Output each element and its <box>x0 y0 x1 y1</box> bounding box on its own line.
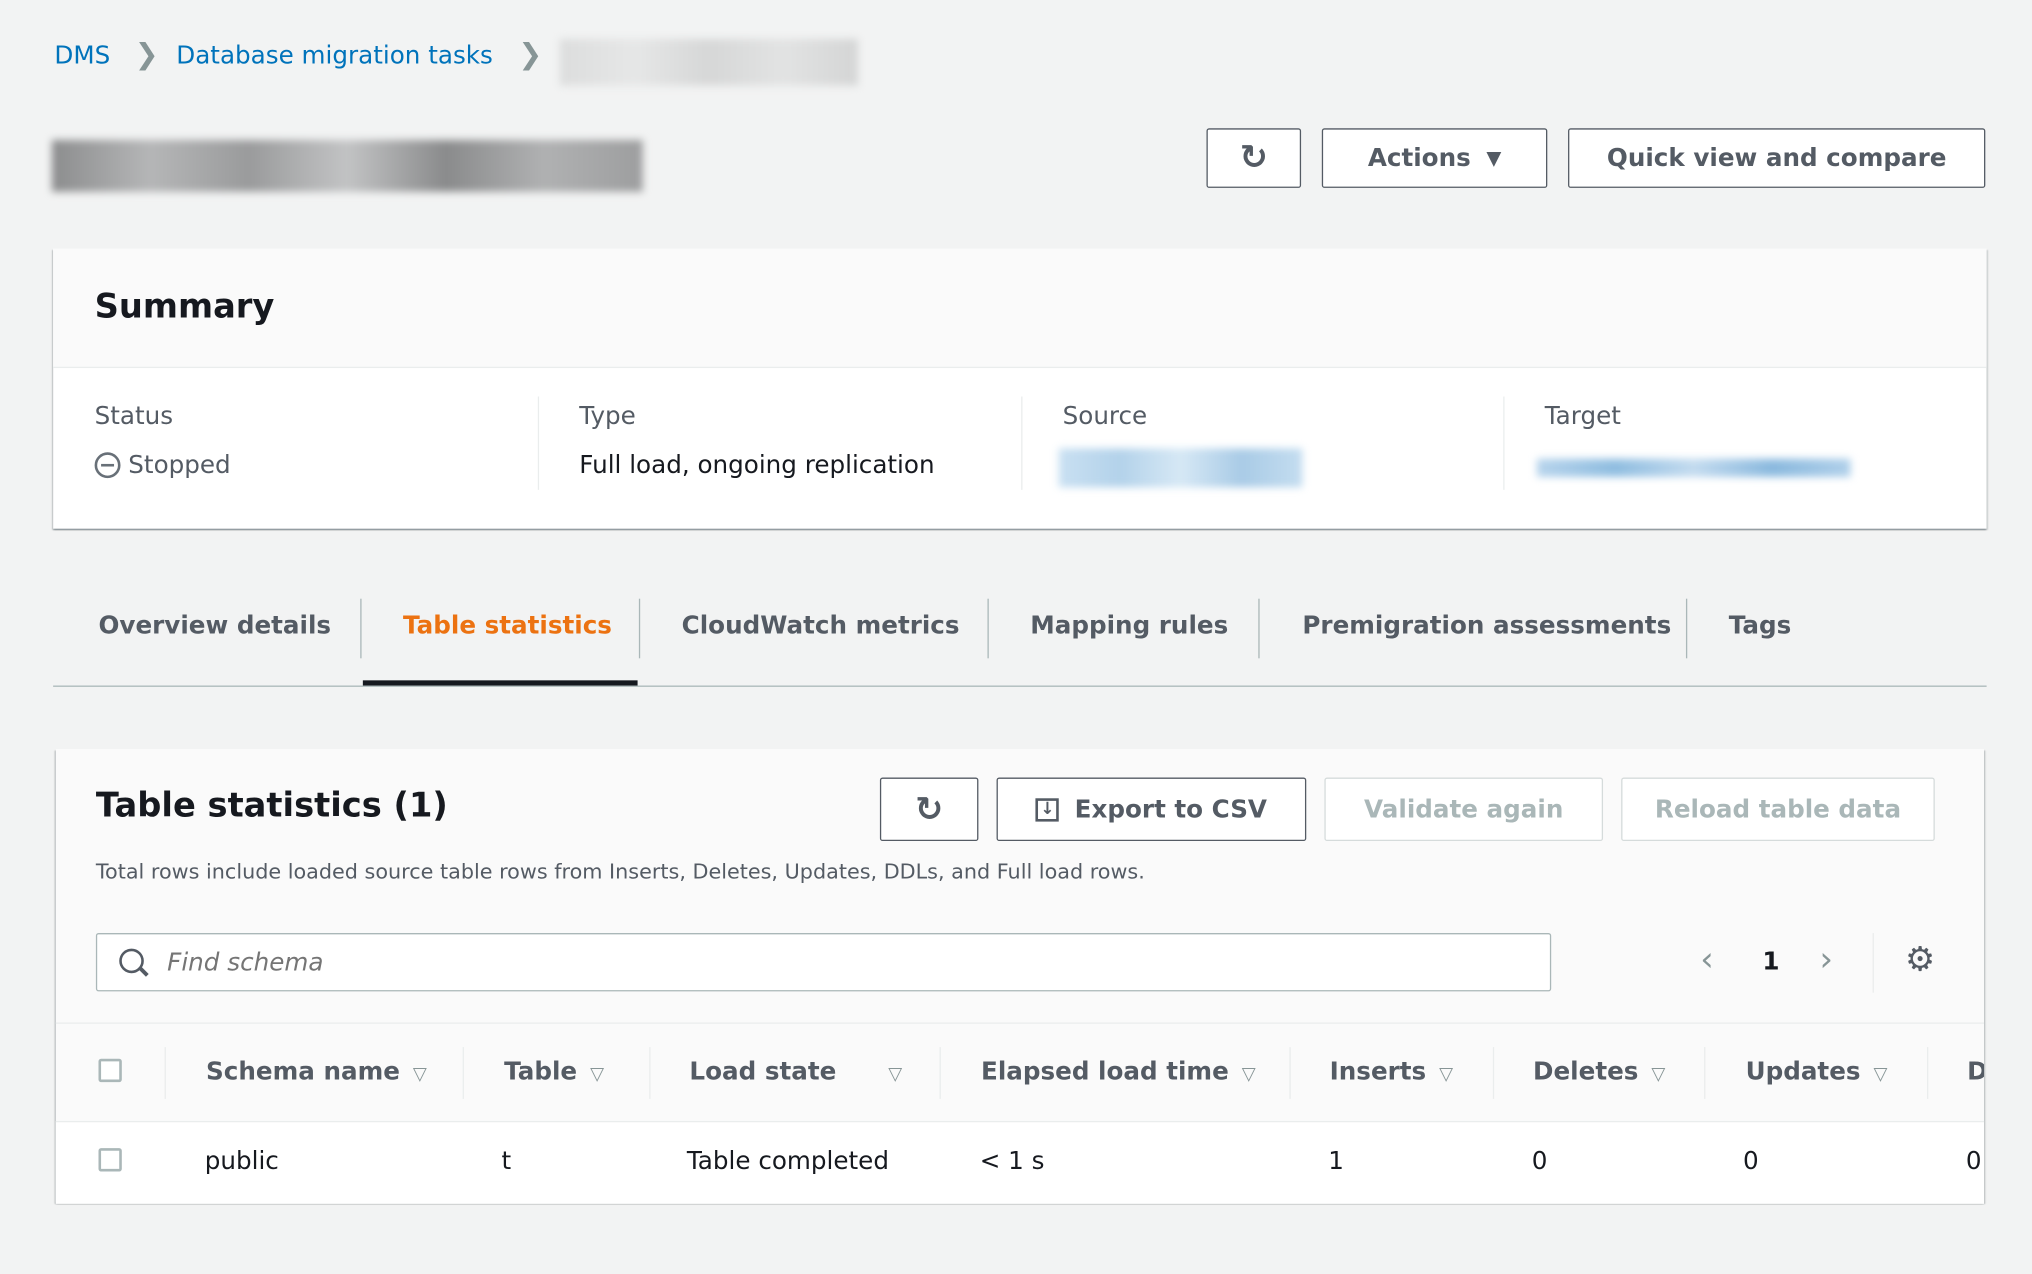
search-input[interactable] <box>164 946 1466 978</box>
actions-label: Actions <box>1367 143 1471 173</box>
breadcrumb-dms[interactable]: DMS <box>54 41 111 70</box>
current-page[interactable]: 1 <box>1762 947 1780 976</box>
tab-mapping-rules[interactable]: Mapping rules <box>1030 611 1229 641</box>
cell-elapsed-load-time: < 1 s <box>979 1146 1045 1176</box>
clipped-columns: D 0 <box>1927 1024 1984 1203</box>
table-description: Total rows include loaded source table r… <box>95 859 1145 884</box>
redacted-target-link[interactable] <box>1536 458 1851 477</box>
tab-premigration-assessments[interactable]: Premigration assessments <box>1302 611 1672 641</box>
column-header-deletes[interactable]: Deletes ▽ <box>1533 1057 1666 1086</box>
chevron-right-icon: ❯ <box>134 38 159 72</box>
quick-view-compare-button[interactable]: Quick view and compare <box>1568 128 1986 188</box>
column-header-ddls[interactable]: D <box>1967 1057 1984 1086</box>
search-icon <box>118 947 149 978</box>
summary-title: Summary <box>94 287 275 327</box>
refresh-button[interactable]: ↻ <box>1206 128 1302 188</box>
validate-again-button[interactable]: Validate again <box>1324 777 1604 842</box>
column-header-schema-name[interactable]: Schema name ▽ <box>206 1057 427 1086</box>
next-page-button[interactable]: › <box>1819 940 1833 980</box>
chevron-right-icon: ❯ <box>518 38 543 72</box>
redacted-page-title <box>51 139 643 192</box>
tab-overview-details[interactable]: Overview details <box>98 611 332 641</box>
column-header-load-state[interactable]: Load state ▽ <box>689 1057 903 1086</box>
export-csv-button[interactable]: ↓ Export to CSV <box>996 777 1307 842</box>
column-header-elapsed-load-time[interactable]: Elapsed load time ▽ <box>980 1057 1256 1086</box>
cell-inserts: 1 <box>1328 1146 1344 1176</box>
previous-page-button[interactable]: ‹ <box>1700 940 1714 980</box>
tab-tags[interactable]: Tags <box>1728 611 1792 641</box>
sort-icon: ▽ <box>1439 1063 1454 1085</box>
sort-icon: ▽ <box>412 1063 427 1085</box>
settings-gear-icon[interactable]: ⚙ <box>1904 940 1936 980</box>
row-checkbox[interactable] <box>98 1148 122 1172</box>
status-label: Status <box>94 401 174 431</box>
status-value: Stopped <box>128 450 231 480</box>
redacted-source-link[interactable] <box>1058 448 1303 488</box>
active-tab-indicator <box>362 680 638 686</box>
type-value: Full load, ongoing replication <box>579 450 935 480</box>
table-refresh-button[interactable]: ↻ <box>879 777 979 842</box>
sort-icon: ▽ <box>1873 1063 1888 1085</box>
export-csv-label: Export to CSV <box>1074 795 1268 824</box>
actions-button[interactable]: Actions ▼ <box>1321 128 1548 188</box>
table-statistics-title: Table statistics (1) <box>95 786 448 826</box>
column-header-table[interactable]: Table ▽ <box>504 1057 605 1086</box>
select-all-checkbox[interactable] <box>98 1058 122 1083</box>
column-header-inserts[interactable]: Inserts ▽ <box>1329 1057 1454 1086</box>
status-badge: Stopped <box>94 450 231 480</box>
redacted-breadcrumb <box>559 38 858 86</box>
breadcrumb-migration-tasks[interactable]: Database migration tasks <box>176 41 493 70</box>
tab-cloudwatch-metrics[interactable]: CloudWatch metrics <box>681 611 960 641</box>
target-label: Target <box>1544 401 1621 431</box>
cell-ddls: 0 <box>1965 1146 1982 1176</box>
cell-load-state: Table completed <box>686 1146 889 1176</box>
sort-icon: ▽ <box>1651 1063 1666 1085</box>
cell-updates: 0 <box>1742 1146 1759 1176</box>
caret-down-icon: ▼ <box>1486 146 1502 170</box>
column-header-updates[interactable]: Updates ▽ <box>1745 1057 1888 1086</box>
download-icon: ↓ <box>1035 797 1060 821</box>
cell-deletes: 0 <box>1531 1146 1548 1176</box>
refresh-icon: ↻ <box>1239 138 1268 178</box>
tab-table-statistics[interactable]: Table statistics <box>403 611 612 641</box>
stopped-icon <box>94 452 121 479</box>
search-field[interactable] <box>95 933 1552 992</box>
type-label: Type <box>579 401 636 431</box>
reload-table-data-button[interactable]: Reload table data <box>1621 777 1935 842</box>
sort-icon: ▽ <box>1241 1063 1256 1085</box>
cell-table: t <box>501 1146 512 1176</box>
refresh-icon: ↻ <box>915 789 944 829</box>
sort-icon: ▽ <box>590 1063 605 1085</box>
sort-icon: ▽ <box>888 1063 903 1085</box>
summary-card: Summary Status Stopped Type Full load, o… <box>53 248 1987 529</box>
cell-schema-name: public <box>204 1146 279 1176</box>
source-label: Source <box>1062 401 1148 431</box>
